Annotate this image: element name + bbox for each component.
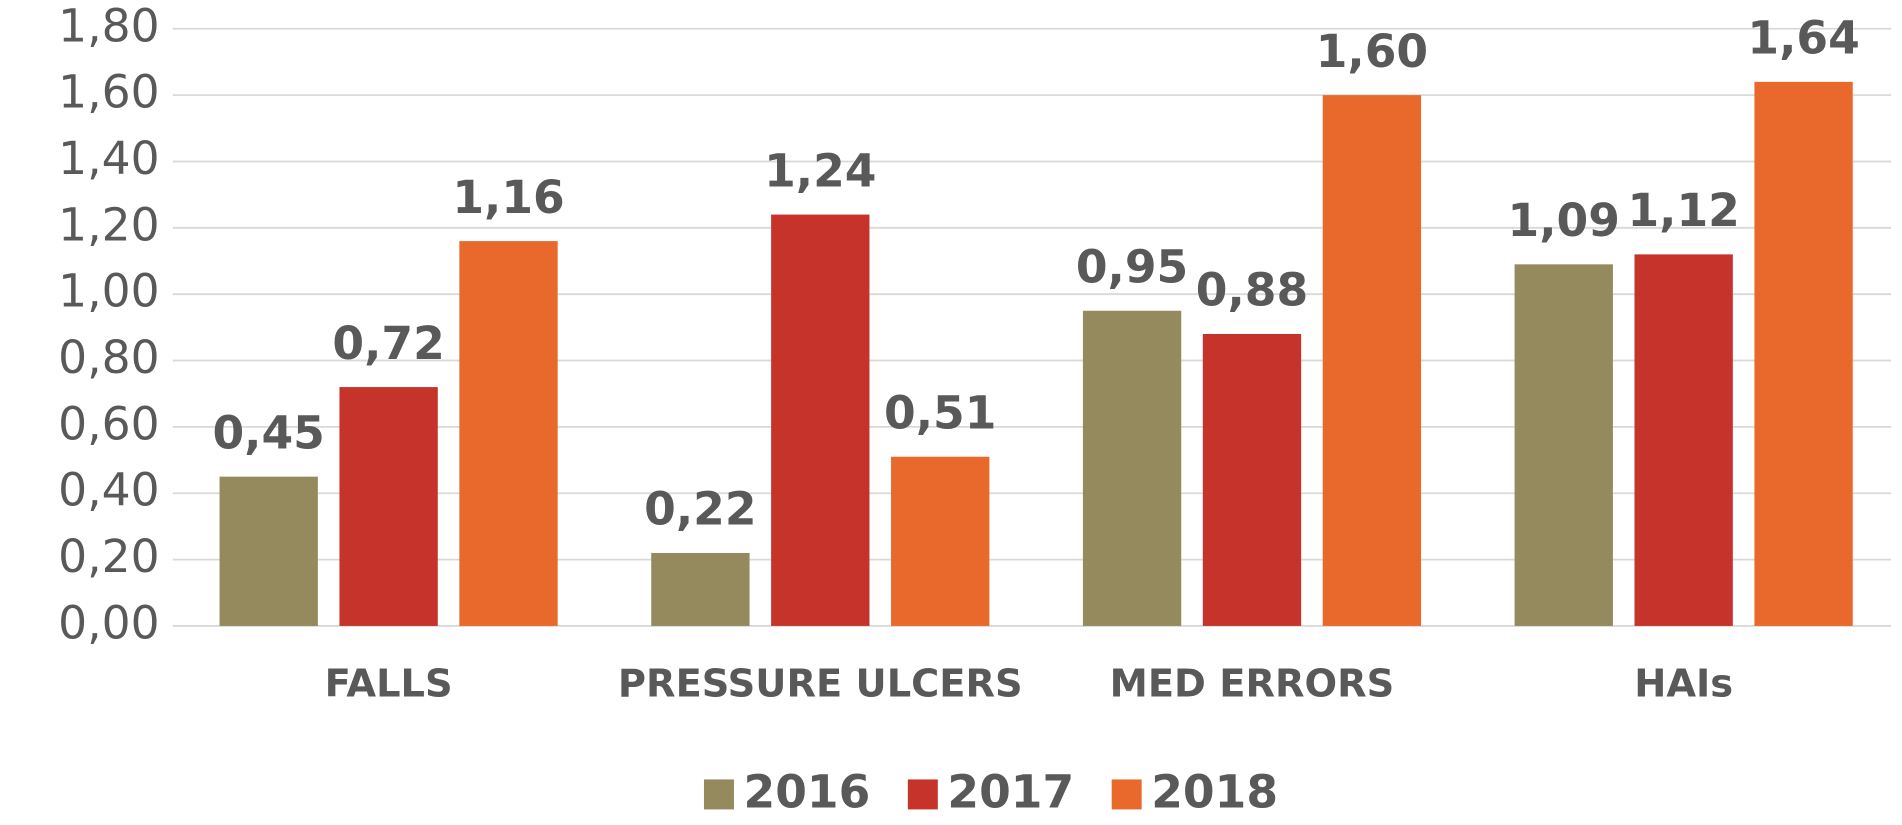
value-label: 0,22 [644,483,756,536]
y-tick-label: 0,20 [58,530,159,583]
value-label: 1,12 [1627,184,1739,237]
bar [771,214,870,626]
y-tick-label: 1,00 [58,265,159,318]
value-label: 0,51 [884,386,996,439]
y-tick-label: 1,20 [58,198,159,251]
bar [1082,310,1182,626]
legend-swatch [1111,779,1142,810]
value-label: 1,24 [764,144,876,197]
bar [1754,81,1853,626]
value-label: 1,16 [452,171,564,224]
legend-swatch [703,779,734,810]
value-label: 1,64 [1747,12,1859,65]
bar [459,241,558,626]
x-tick-label: PRESSURE ULCERS [618,661,1023,706]
value-label: 1,60 [1316,25,1428,78]
bar [1634,254,1733,626]
bar [1514,264,1613,626]
value-label: 0,45 [213,406,325,459]
value-label: 1,09 [1508,194,1620,247]
legend-label: 2017 [947,766,1074,819]
legend-label: 2018 [1151,766,1278,819]
x-tick-label: FALLS [325,661,453,706]
value-label: 0,72 [332,317,444,370]
value-label: 0,95 [1076,241,1188,294]
value-label: 0,88 [1196,264,1308,317]
bar [1322,95,1422,626]
y-tick-label: 0,40 [58,464,159,517]
y-tick-label: 0,60 [58,397,159,450]
y-tick-label: 0,00 [58,596,159,649]
bar [219,476,318,626]
bar [1202,333,1302,626]
bar [651,552,750,626]
y-tick-label: 0,80 [58,331,159,384]
bar [339,387,438,626]
y-tick-label: 1,40 [58,132,159,185]
x-tick-label: MED ERRORS [1110,661,1395,706]
y-tick-label: 1,80 [58,0,159,52]
legend-swatch [907,779,938,810]
x-tick-label: HAIs [1634,661,1733,706]
y-tick-label: 1,60 [58,66,159,119]
legend-label: 2016 [744,766,871,819]
bar [891,456,990,626]
